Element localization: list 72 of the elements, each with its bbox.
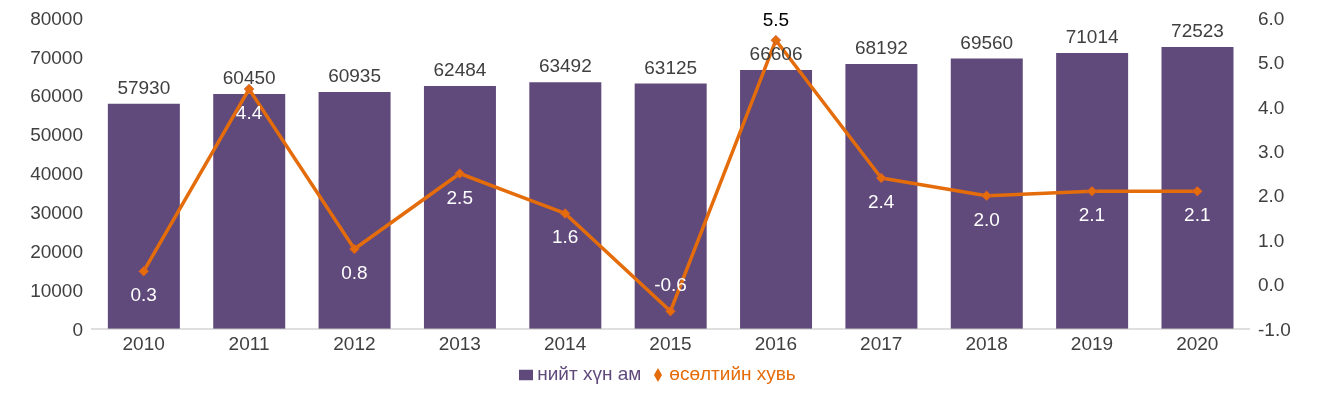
- point: [981, 190, 992, 201]
- x-tick-label: 2010: [122, 333, 165, 355]
- y-tick-label: 30000: [30, 202, 83, 224]
- x-tick-label: 2012: [333, 333, 376, 355]
- y-tick-label: 50000: [30, 124, 83, 146]
- y-tick-label: 0: [72, 318, 83, 340]
- x-tick-label: 2013: [438, 333, 481, 355]
- y-tick-label: 20000: [30, 240, 83, 262]
- point: [770, 34, 782, 46]
- data-label: 60935: [328, 65, 382, 87]
- data-label: 1.6: [551, 226, 579, 248]
- point: [1192, 186, 1203, 197]
- y2-tick-label: 3.0: [1258, 141, 1285, 163]
- bar: [1161, 47, 1234, 329]
- y2-tick-label: 6.0: [1258, 7, 1285, 29]
- data-label: 5.5: [762, 9, 790, 31]
- bar: [845, 63, 918, 329]
- bar: [1056, 52, 1129, 329]
- point: [559, 208, 571, 219]
- point: [454, 168, 466, 179]
- y2-tick-label: -1.0: [1258, 318, 1291, 340]
- y2-tick-label: 1.0: [1258, 229, 1285, 251]
- bar: [423, 86, 496, 329]
- bar: [213, 94, 286, 329]
- y-tick-label: 10000: [30, 279, 83, 301]
- point: [138, 265, 149, 277]
- x-tick-label: 2011: [228, 333, 270, 355]
- data-label: 0.3: [130, 284, 157, 306]
- point: [665, 305, 676, 317]
- bar: [950, 58, 1023, 329]
- x-tick-label: 2019: [1070, 333, 1114, 355]
- legend-label: өсөлтийн хувь: [669, 363, 796, 384]
- bar: [740, 70, 813, 329]
- data-label: 2.5: [446, 186, 473, 208]
- data-label: 63125: [644, 56, 698, 78]
- x-tick-label: 2017: [860, 333, 903, 355]
- point: [349, 243, 360, 255]
- y2-tick-label: 5.0: [1258, 52, 1285, 74]
- bar: [318, 92, 391, 329]
- y-tick-label: 70000: [30, 46, 83, 68]
- data-label: 68192: [854, 36, 908, 58]
- x-tick-label: 2014: [544, 333, 587, 355]
- x-tick-label: 2016: [754, 333, 797, 355]
- point: [875, 172, 887, 184]
- y-tick-label: 40000: [30, 163, 83, 185]
- data-label: 62484: [433, 59, 487, 81]
- point: [1086, 186, 1098, 197]
- data-label: 2.0: [973, 208, 1000, 230]
- data-label: 63492: [538, 55, 592, 77]
- data-label: 72523: [1171, 20, 1224, 42]
- data-label: 2.1: [1184, 204, 1211, 226]
- x-tick-label: 2015: [649, 333, 692, 355]
- y2-tick-label: 2.0: [1258, 185, 1285, 207]
- data-label: 4.4: [235, 102, 263, 124]
- data-label: 2.1: [1078, 204, 1106, 226]
- y-tick-label: 80000: [30, 7, 83, 29]
- legend-label: нийт хүн ам: [537, 363, 642, 384]
- data-label: 2.4: [868, 190, 895, 212]
- x-tick-label: 2018: [965, 333, 1008, 355]
- y2-tick-label: 0.0: [1258, 274, 1285, 296]
- y-tick-label: 60000: [30, 85, 83, 107]
- data-label: 71014: [1065, 25, 1119, 47]
- point: [243, 83, 255, 95]
- data-label: 0.8: [341, 262, 368, 284]
- data-label: 69560: [960, 31, 1014, 53]
- bar: [634, 83, 707, 329]
- bar: [529, 82, 602, 329]
- data-label: 60450: [222, 67, 276, 88]
- x-tick-label: 2020: [1176, 333, 1219, 355]
- data-label: 57930: [117, 76, 171, 98]
- y2-tick-label: 4.0: [1258, 96, 1285, 118]
- bar: [107, 103, 180, 329]
